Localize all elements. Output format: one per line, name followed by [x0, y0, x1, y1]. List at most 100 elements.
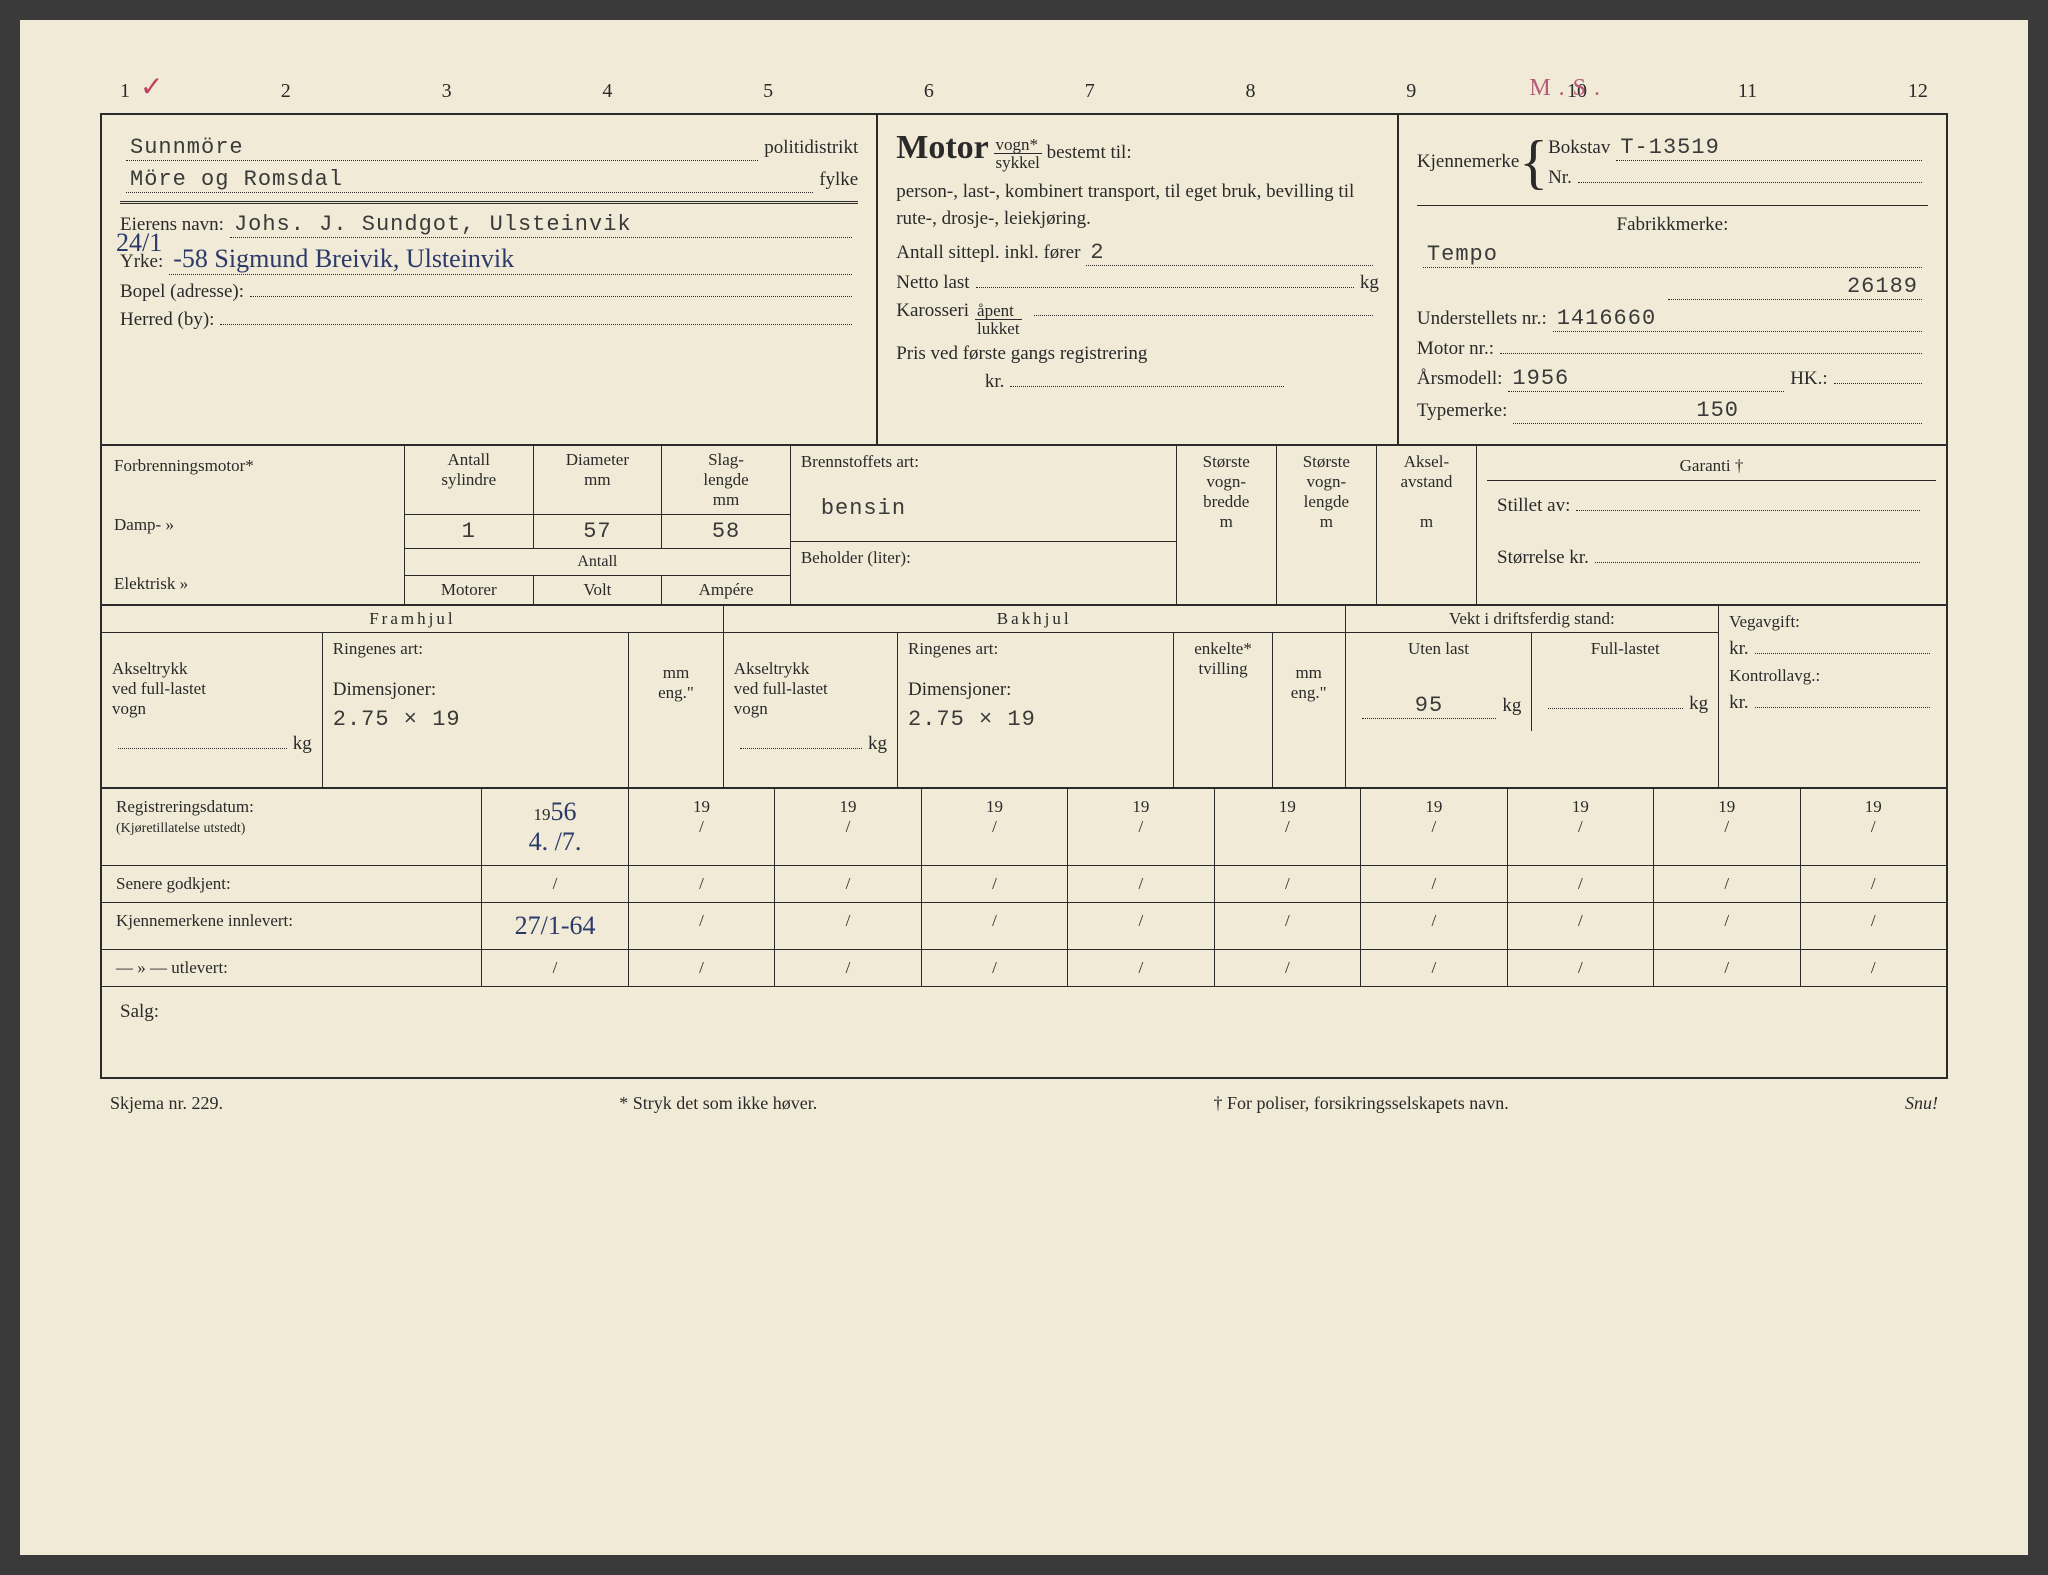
cylinder-block: Antall sylindre Diameter mm Slag- lengde… — [405, 446, 791, 604]
bopel-label: Bopel (adresse): — [120, 281, 244, 303]
yr-prefix: 19 — [1718, 797, 1735, 816]
framhjul-label: Framhjul — [102, 606, 723, 633]
date-cell: / — [1801, 950, 1946, 986]
yr-prefix: 19 — [839, 797, 856, 816]
slag-value: 58 — [662, 515, 790, 548]
date-cell: / — [1801, 903, 1946, 949]
date-cell: / — [1508, 950, 1654, 986]
date-cell: / — [482, 950, 628, 986]
ampere-label: Ampére — [662, 576, 790, 604]
date-cell: 19/ — [1068, 789, 1214, 865]
herred-value — [220, 324, 852, 325]
bakhjul-block: Bakhjul Akseltrykk ved full-lastet vogn … — [724, 606, 1346, 787]
motorer-label: Motorer — [405, 576, 534, 604]
bredde-label: Største vogn- bredde m — [1177, 446, 1277, 604]
kg-unit: kg — [1502, 695, 1521, 717]
herred-label: Herred (by): — [120, 309, 214, 331]
syl-value: 1 — [405, 515, 534, 548]
snu-note: Snu! — [1905, 1093, 1938, 1114]
yr-prefix: 19 — [534, 805, 551, 824]
ruler-tick: 9 — [1406, 80, 1416, 103]
date-cell: / — [1215, 866, 1361, 902]
sykkel-label: sykkel — [994, 154, 1042, 171]
date-cell: / — [1654, 950, 1800, 986]
hk-label: HK.: — [1790, 368, 1827, 390]
fuel-block: Brennstoffets art: bensin Beholder (lite… — [791, 446, 1177, 604]
aksel-label: Aksel- avstand m — [1377, 446, 1476, 604]
slag-label: Slag- lengde mm — [662, 446, 790, 514]
skjema-nr: Skjema nr. 229. — [110, 1093, 223, 1114]
dia-value: 57 — [534, 515, 663, 548]
brace-icon: { — [1519, 138, 1548, 186]
date-cell: / — [1068, 903, 1214, 949]
poliser-note: † For poliser, forsikringsselskapets nav… — [1213, 1093, 1508, 1114]
date-cell: / — [1068, 866, 1214, 902]
ruler-tick: 11 — [1738, 80, 1757, 103]
stillet-label: Stillet av: — [1497, 495, 1570, 517]
date-cell: / — [1068, 950, 1214, 986]
footer: Skjema nr. 229. * Stryk det som ikke høv… — [100, 1093, 1948, 1114]
date-cell: 19/ — [922, 789, 1068, 865]
kontroll-label: Kontrollavg.: — [1729, 666, 1936, 686]
kontroll-value — [1755, 707, 1930, 708]
dim-fram-label: Dimensjoner: — [333, 679, 436, 701]
engine-section: Forbrenningsmotor* Damp- » Elektrisk » A… — [102, 446, 1946, 606]
dim-bak-value: 2.75 × 19 — [908, 707, 1163, 732]
salg-section: Salg: — [102, 987, 1946, 1077]
yr-prefix: 19 — [1572, 797, 1589, 816]
date-cell: / — [1508, 903, 1654, 949]
eier-value: Johs. J. Sundgot, Ulsteinvik — [230, 212, 852, 238]
karosseri-label: Karosseri — [896, 300, 969, 322]
date-cell: / — [1361, 866, 1507, 902]
slash: / — [1431, 817, 1436, 836]
date-cell: / — [629, 903, 775, 949]
date-cell: / — [629, 950, 775, 986]
ruler-tick: 6 — [924, 80, 934, 103]
under-value: 1416660 — [1553, 306, 1922, 332]
kg-unit: kg — [1360, 272, 1379, 294]
ruler: 1 2 3 4 5 6 7 8 9 10 11 12 — [100, 80, 1948, 103]
akseltrykk-text-bak: Akseltrykk ved full-lastet vogn — [734, 659, 828, 718]
date-cell: 19/ — [1508, 789, 1654, 865]
reg-sub: (Kjøretillatelse utstedt) — [116, 821, 245, 836]
storrelse-value — [1595, 562, 1920, 563]
mm-eng-fram: mm eng." — [628, 633, 723, 787]
kjennemerke-label: Kjennemerke — [1417, 151, 1519, 173]
avgift-block: Vegavgift: kr. Kontrollavg.: kr. — [1719, 606, 1946, 787]
date-cell: / — [482, 866, 628, 902]
fabrikk-nr-value: 26189 — [1668, 274, 1922, 300]
dim-fram-value: 2.75 × 19 — [333, 707, 618, 732]
yr-prefix: 19 — [693, 797, 710, 816]
netto-value — [976, 287, 1354, 288]
yrke-value: -58 Sigmund Breivik, Ulsteinvik — [169, 244, 852, 275]
uten-value: 95 — [1362, 693, 1497, 719]
typemerke-value: 150 — [1513, 398, 1922, 424]
engine-type-labels: Forbrenningsmotor* Damp- » Elektrisk » — [102, 446, 405, 604]
netto-label: Netto last — [896, 272, 969, 294]
reg-date: 4. /7. — [529, 827, 582, 856]
date-cell: / — [1801, 866, 1946, 902]
slash: / — [1578, 817, 1583, 836]
antall-syl-label: Antall sylindre — [405, 446, 534, 514]
garanti-block: Garanti † Stillet av: Størrelse kr. — [1477, 446, 1946, 604]
politidistrikt-label: politidistrikt — [764, 137, 858, 159]
antall-label: Antall — [405, 549, 790, 576]
arsmodell-value: 1956 — [1508, 366, 1784, 392]
checkmark-icon: ✓ — [140, 70, 163, 104]
date-cell: 19/ — [1361, 789, 1507, 865]
vegavgift-label: Vegavgift: — [1729, 612, 1936, 632]
brennstoff-label: Brennstoffets art: — [801, 452, 1166, 472]
yr-prefix: 19 — [1425, 797, 1442, 816]
owner-section: Sunnmöre politidistrikt Möre og Romsdal … — [102, 115, 878, 444]
ringenes-fram-label: Ringenes art: — [333, 639, 618, 659]
registration-card: ✓ M.S. 1 2 3 4 5 6 7 8 9 10 11 12 Sunnmö… — [20, 20, 2028, 1555]
innlevert-label: Kjennemerkene innlevert: — [102, 903, 482, 949]
dates-section: Registreringsdatum: (Kjøretillatelse uts… — [102, 789, 1946, 987]
vogn-label: vogn* — [994, 136, 1042, 154]
full-value — [1548, 708, 1683, 709]
slash: / — [1285, 817, 1290, 836]
garanti-label: Garanti † — [1487, 452, 1936, 481]
date-cell: 19/ — [775, 789, 921, 865]
date-cell: 19/ — [1215, 789, 1361, 865]
mm-eng-bak: mm eng." — [1272, 633, 1345, 787]
